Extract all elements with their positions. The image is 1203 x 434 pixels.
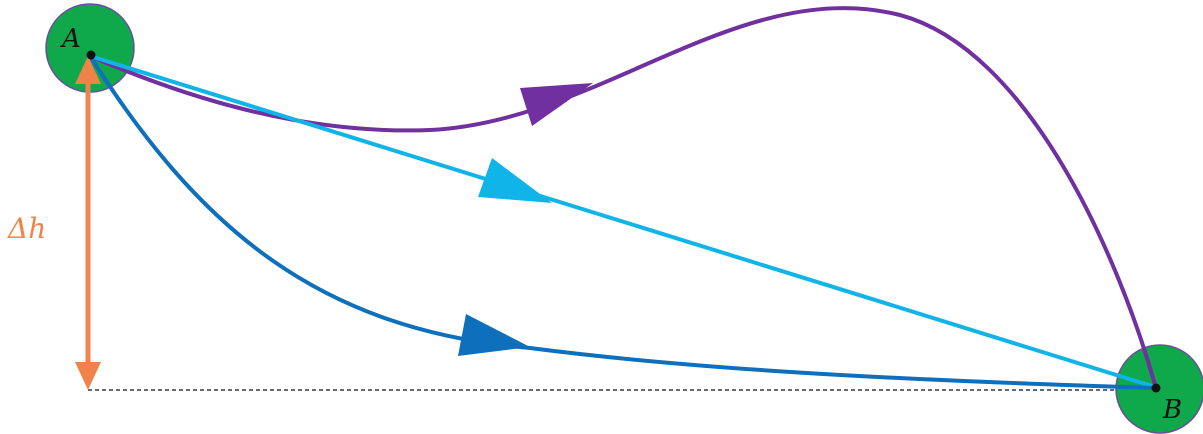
height-difference-label: Δh bbox=[7, 212, 46, 245]
height-arrow-head-top bbox=[75, 56, 101, 84]
point-a-dot bbox=[86, 50, 96, 60]
path-curved-down bbox=[88, 54, 1156, 390]
path-curved-up-arrowhead bbox=[520, 83, 593, 126]
path-straight-arrowhead bbox=[478, 158, 552, 203]
path-straight bbox=[89, 54, 1156, 389]
height-arrow-head-bottom bbox=[75, 362, 101, 390]
path-curved-up bbox=[89, 6, 1157, 386]
point-b-label: B bbox=[1162, 395, 1182, 425]
path-curved-down-arrowhead bbox=[458, 314, 530, 356]
point-a-label: A bbox=[60, 24, 81, 54]
point-b-dot bbox=[1151, 383, 1161, 393]
